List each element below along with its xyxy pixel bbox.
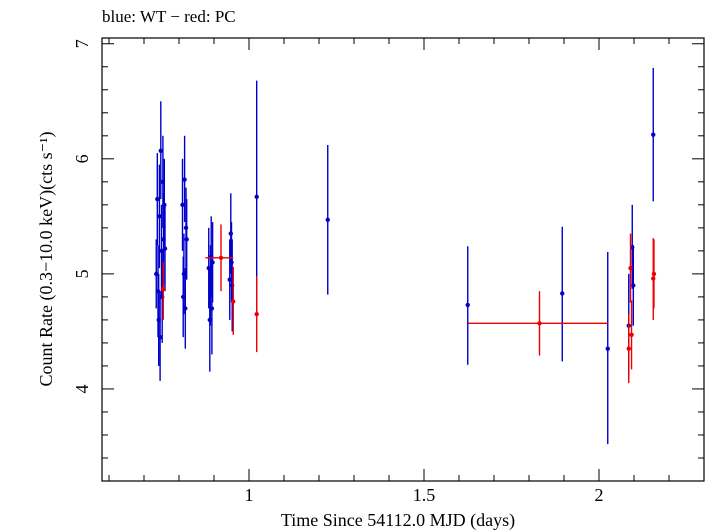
series-wt [154, 67, 656, 445]
x-axis-label: Time Since 54112.0 MJD (days) [281, 510, 515, 531]
data-point [218, 255, 224, 260]
data-point [325, 217, 330, 223]
data-point [183, 306, 188, 311]
y-tick-label: 4 [72, 384, 92, 393]
data-point [210, 260, 215, 265]
data-point [465, 302, 470, 308]
data-point [631, 283, 636, 288]
data-point [629, 332, 634, 338]
axis-ticks: 1 1.5 2 4 5 6 7 [72, 38, 705, 505]
y-tick-label: 5 [72, 269, 92, 278]
x-tick-label: 1.5 [413, 485, 436, 505]
chart-title: blue: WT − red: PC [102, 7, 236, 26]
data-point [254, 311, 259, 317]
data-point [231, 299, 236, 304]
data-point [209, 306, 215, 311]
data-point [157, 214, 162, 219]
data-point [537, 321, 542, 326]
data-point [162, 246, 168, 251]
series-pc [160, 224, 657, 384]
y-tick-label: 6 [72, 154, 92, 163]
data-point [158, 148, 163, 153]
data-point [254, 194, 259, 199]
data-point [626, 346, 631, 351]
data-point [155, 196, 160, 202]
data-point [605, 346, 610, 351]
x-tick-label: 2 [595, 485, 604, 505]
data-point [651, 271, 657, 277]
y-axis-label: Count Rate (0.3−10.0 keV)(cts s⁻¹) [36, 131, 57, 386]
data-series [154, 67, 657, 445]
plot-frame [101, 37, 705, 482]
data-point [184, 237, 189, 242]
data-point [161, 286, 166, 292]
y-tick-label: 7 [72, 39, 92, 48]
data-point [182, 177, 187, 182]
data-point [180, 202, 185, 208]
data-point [560, 291, 565, 296]
data-point [157, 334, 163, 340]
x-tick-label: 1 [245, 485, 254, 505]
data-point [651, 132, 656, 137]
data-point [628, 265, 633, 271]
